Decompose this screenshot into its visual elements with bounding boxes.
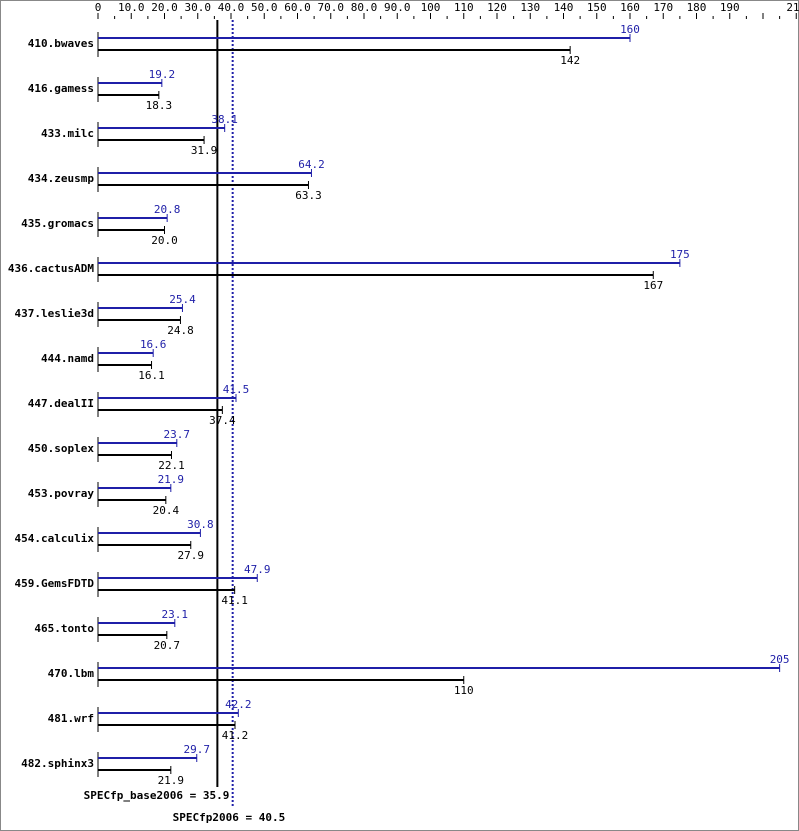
- peak-mean-label: SPECfp2006 = 40.5: [173, 811, 286, 824]
- benchmark-label: 444.namd: [41, 352, 94, 365]
- base-value-label: 18.3: [146, 99, 173, 112]
- benchmark-label: 433.milc: [41, 127, 94, 140]
- benchmark-label: 481.wrf: [48, 712, 94, 725]
- base-value-label: 167: [643, 279, 663, 292]
- benchmark-label: 465.tonto: [34, 622, 94, 635]
- peak-value-label: 175: [670, 248, 690, 261]
- x-tick-label: 50.0: [251, 1, 278, 14]
- x-tick-label: 40.0: [218, 1, 245, 14]
- x-tick-label: 110: [454, 1, 474, 14]
- x-tick-label: 180: [687, 1, 707, 14]
- x-tick-label: 30.0: [185, 1, 212, 14]
- base-value-label: 63.3: [295, 189, 322, 202]
- peak-value-label: 25.4: [169, 293, 196, 306]
- benchmark-label: 459.GemsFDTD: [15, 577, 95, 590]
- benchmark-label: 453.povray: [28, 487, 95, 500]
- peak-value-label: 20.8: [154, 203, 181, 216]
- base-value-label: 16.1: [138, 369, 165, 382]
- base-value-label: 31.9: [191, 144, 218, 157]
- x-tick-label: 150: [587, 1, 607, 14]
- peak-value-label: 23.1: [162, 608, 189, 621]
- benchmark-label: 435.gromacs: [21, 217, 94, 230]
- base-mean-label: SPECfp_base2006 = 35.9: [84, 789, 230, 802]
- base-value-label: 41.2: [222, 729, 249, 742]
- benchmark-label: 434.zeusmp: [28, 172, 95, 185]
- base-value-label: 20.7: [154, 639, 181, 652]
- peak-value-label: 47.9: [244, 563, 271, 576]
- x-tick-label: 10.0: [118, 1, 145, 14]
- base-value-label: 142: [560, 54, 580, 67]
- x-tick-label: 70.0: [318, 1, 345, 14]
- base-value-label: 20.0: [151, 234, 178, 247]
- base-value-label: 110: [454, 684, 474, 697]
- peak-value-label: 29.7: [184, 743, 211, 756]
- peak-value-label: 21.9: [158, 473, 185, 486]
- peak-value-label: 19.2: [149, 68, 176, 81]
- peak-value-label: 41.5: [223, 383, 250, 396]
- peak-value-label: 42.2: [225, 698, 252, 711]
- benchmark-label: 416.gamess: [28, 82, 94, 95]
- x-tick-label: 60.0: [284, 1, 311, 14]
- peak-value-label: 30.8: [187, 518, 214, 531]
- x-tick-label: 130: [520, 1, 540, 14]
- benchmark-label: 470.lbm: [48, 667, 95, 680]
- benchmark-label: 437.leslie3d: [15, 307, 94, 320]
- x-tick-label: 210: [786, 1, 799, 14]
- x-tick-label: 20.0: [151, 1, 178, 14]
- benchmark-label: 450.soplex: [28, 442, 95, 455]
- x-tick-label: 0: [95, 1, 102, 14]
- base-value-label: 41.1: [221, 594, 248, 607]
- x-tick-label: 160: [620, 1, 640, 14]
- benchmark-label: 454.calculix: [15, 532, 95, 545]
- benchmark-label: 410.bwaves: [28, 37, 94, 50]
- base-value-label: 37.4: [209, 414, 236, 427]
- benchmark-label: 447.dealII: [28, 397, 94, 410]
- base-value-label: 21.9: [158, 774, 185, 787]
- x-tick-label: 140: [554, 1, 574, 14]
- x-tick-label: 120: [487, 1, 507, 14]
- x-tick-label: 80.0: [351, 1, 378, 14]
- base-value-label: 22.1: [158, 459, 185, 472]
- x-tick-label: 170: [653, 1, 673, 14]
- benchmark-label: 436.cactusADM: [8, 262, 94, 275]
- benchmark-label: 482.sphinx3: [21, 757, 94, 770]
- base-value-label: 24.8: [167, 324, 194, 337]
- peak-value-label: 16.6: [140, 338, 167, 351]
- peak-value-label: 38.1: [211, 113, 238, 126]
- peak-value-label: 205: [770, 653, 790, 666]
- peak-value-label: 160: [620, 23, 640, 36]
- peak-value-label: 23.7: [164, 428, 191, 441]
- base-value-label: 27.9: [178, 549, 205, 562]
- peak-value-label: 64.2: [298, 158, 325, 171]
- x-tick-label: 90.0: [384, 1, 411, 14]
- x-tick-label: 190: [720, 1, 740, 14]
- x-tick-label: 100: [421, 1, 441, 14]
- base-value-label: 20.4: [153, 504, 180, 517]
